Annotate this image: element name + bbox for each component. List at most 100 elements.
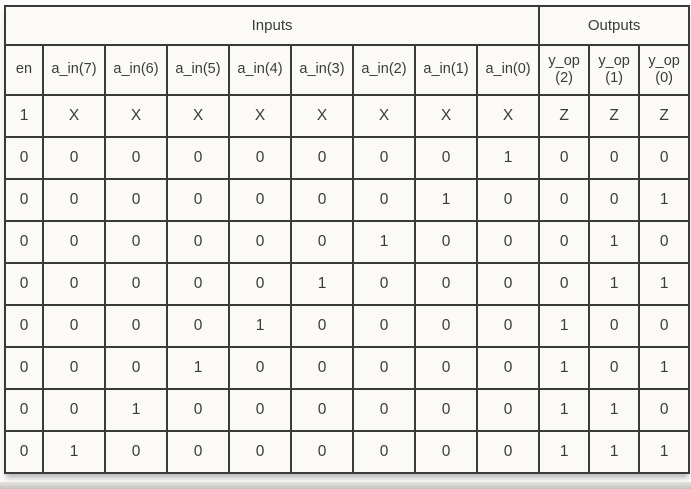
table-cell: 1	[538, 388, 591, 432]
table-cell: 0	[228, 220, 292, 264]
table-cell: X	[104, 94, 168, 138]
table-cell: 1	[538, 430, 591, 474]
table-cell: 0	[290, 430, 354, 474]
table-cell: 0	[4, 430, 44, 474]
table-cell: 1	[638, 178, 691, 222]
table-cell: 0	[352, 304, 416, 348]
table-cell: 1	[475, 136, 541, 180]
table-cell: 0	[588, 178, 641, 222]
table-cell: 0	[228, 136, 292, 180]
table-cell: X	[475, 94, 541, 138]
table-cell: 1	[104, 388, 168, 432]
table-cell: 0	[42, 262, 106, 306]
table-header: Inputs Outputs en a_in(7) a_in(6) a_in(5) a_…	[3, 5, 691, 96]
table-cell: 1	[228, 304, 292, 348]
table-cell: 0	[228, 262, 292, 306]
table-cell: 0	[42, 346, 106, 390]
table-cell: 1	[42, 430, 106, 474]
column-header: a_in(3)	[290, 44, 354, 96]
table-cell: 0	[352, 136, 416, 180]
scan-shadow-artifact	[0, 482, 691, 489]
column-header: a_in(5)	[166, 44, 230, 96]
table-cell: 0	[352, 388, 416, 432]
table-cell: 1	[588, 388, 641, 432]
inputs-group-header: Inputs	[3, 5, 541, 46]
table-cell: 0	[475, 388, 541, 432]
table-cell: 0	[228, 346, 292, 390]
column-header: en	[4, 44, 44, 96]
table-cell: Z	[588, 94, 641, 138]
column-header: y_op (0)	[638, 44, 691, 96]
table-cell: 0	[475, 430, 541, 474]
table-cell: 0	[42, 304, 106, 348]
column-header-row: en a_in(7) a_in(6) a_in(5) a_in(4) a_in(3) a_i…	[4, 44, 691, 96]
table-cell: 0	[588, 304, 641, 348]
table-cell: 0	[414, 136, 478, 180]
table-cell: 1	[588, 220, 641, 264]
table-cell: 0	[104, 220, 168, 264]
table-cell: 0	[290, 136, 354, 180]
outputs-group-header: Outputs	[538, 5, 691, 46]
table-cell: 0	[228, 178, 292, 222]
table-cell: 0	[414, 346, 478, 390]
column-header: a_in(7)	[42, 44, 106, 96]
column-header: y_op (2)	[538, 44, 591, 96]
table-cell: 0	[414, 388, 478, 432]
table-cell: 0	[104, 430, 168, 474]
table-cell: 0	[4, 220, 44, 264]
column-header: a_in(2)	[352, 44, 416, 96]
table-cell: X	[42, 94, 106, 138]
table-cell: 0	[166, 220, 230, 264]
table-cell: 0	[4, 346, 44, 390]
table-cell: 0	[588, 346, 641, 390]
table-cell: 0	[414, 304, 478, 348]
table-cell: 0	[290, 178, 354, 222]
table-cell: X	[352, 94, 416, 138]
table-cell: 1	[588, 262, 641, 306]
table-cell: 0	[166, 430, 230, 474]
table-cell: 0	[166, 262, 230, 306]
table-cell: 0	[166, 304, 230, 348]
table-cell: 0	[538, 178, 591, 222]
table-cell: 0	[42, 136, 106, 180]
table-cell: 1	[638, 262, 691, 306]
table-cell: 0	[4, 388, 44, 432]
column-header: a_in(4)	[228, 44, 292, 96]
table-cell: Z	[638, 94, 691, 138]
column-header: a_in(1)	[414, 44, 478, 96]
table-cell: 1	[414, 178, 478, 222]
table-cell: 0	[42, 388, 106, 432]
table-cell: 0	[414, 430, 478, 474]
table-cell: 0	[104, 346, 168, 390]
table-cell: 0	[475, 262, 541, 306]
table-cell: X	[290, 94, 354, 138]
table-cell: 1	[638, 430, 691, 474]
table-cell: 0	[104, 304, 168, 348]
table-cell: 0	[475, 346, 541, 390]
table-cell: 0	[588, 136, 641, 180]
table-cell: 0	[290, 304, 354, 348]
table-cell: 0	[42, 220, 106, 264]
table-cell: 0	[352, 430, 416, 474]
table-cell: 0	[475, 304, 541, 348]
table-cell: 0	[538, 220, 591, 264]
table-cell: 0	[228, 430, 292, 474]
column-header: a_in(6)	[104, 44, 168, 96]
table-cell: 0	[290, 220, 354, 264]
table-cell: 0	[42, 178, 106, 222]
table-cell: 0	[104, 136, 168, 180]
table-cell: 1	[4, 94, 44, 138]
table-cell: 0	[4, 136, 44, 180]
table-cell: X	[414, 94, 478, 138]
table-cell: 0	[352, 346, 416, 390]
table-cell: 0	[4, 178, 44, 222]
table-cell: 0	[104, 178, 168, 222]
table-cell: Z	[538, 94, 591, 138]
